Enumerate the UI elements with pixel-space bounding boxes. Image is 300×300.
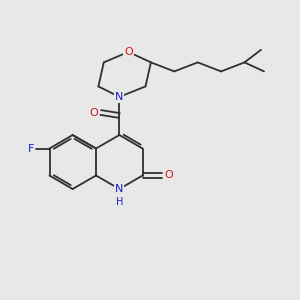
Text: N: N	[115, 92, 124, 102]
Text: O: O	[90, 107, 99, 118]
Text: O: O	[124, 47, 133, 57]
Text: N: N	[115, 184, 124, 194]
Text: O: O	[164, 170, 173, 181]
Text: H: H	[116, 196, 123, 207]
Text: F: F	[28, 143, 34, 154]
